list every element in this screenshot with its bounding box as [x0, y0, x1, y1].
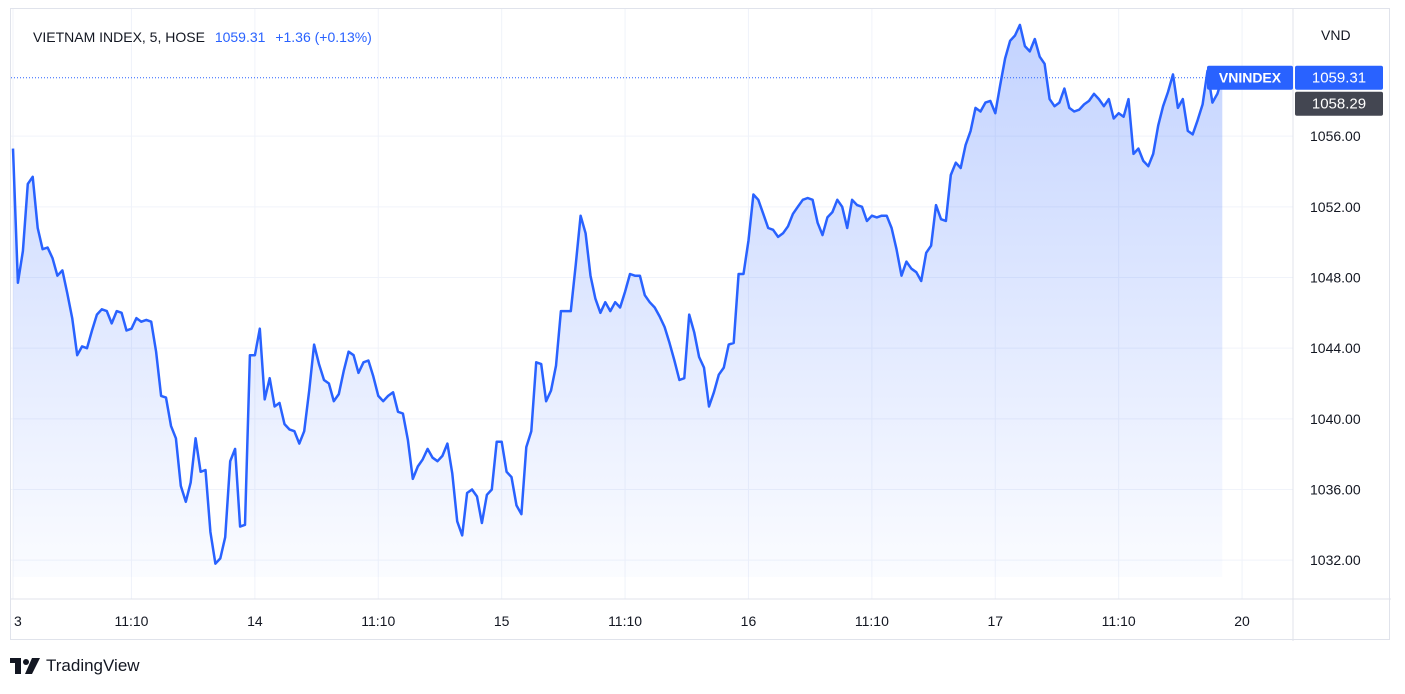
tradingview-brand[interactable]: TradingView: [10, 656, 140, 676]
axes: 1032.00 1036.00 1040.00 1044.00 1048.00 1052.…: [11, 9, 1391, 641]
y-tick-label: 1048.00: [1310, 270, 1361, 286]
last-price-tag: [1295, 65, 1383, 90]
last-price-label: 1059.31: [1312, 70, 1366, 87]
legend-last-value: 1059.31: [214, 29, 266, 45]
y-tick-label: 1040.00: [1310, 411, 1361, 427]
x-tick-label: 20: [1234, 613, 1250, 629]
series-name-label: VNINDEX: [1219, 70, 1282, 86]
y-tick-label: 1036.00: [1310, 481, 1361, 497]
y-tick-label: 1044.00: [1310, 340, 1361, 356]
x-tick-label: 11:10: [1102, 613, 1136, 629]
y-tick-label: 1052.00: [1310, 199, 1361, 215]
chart-canvas[interactable]: 1032.00 1036.00 1040.00 1044.00 1048.00 1052.…: [11, 9, 1391, 641]
y-tick-label: 1032.00: [1310, 552, 1361, 568]
x-tick-label: 16: [741, 613, 757, 629]
brand-name: TradingView: [46, 656, 140, 675]
x-tick-label: 17: [987, 613, 1003, 629]
series-name-tag: [1207, 65, 1293, 90]
prev-price-label: 1058.29: [1312, 96, 1366, 113]
y-tick-label: 1056.00: [1310, 128, 1361, 144]
x-tick-label: 15: [494, 613, 510, 629]
x-tick-label: 11:10: [855, 613, 889, 629]
area-series: [11, 23, 1293, 577]
currency-label: VND: [1321, 27, 1351, 43]
x-tick-label: 11:10: [608, 613, 642, 629]
area-fill: [13, 24, 1223, 577]
x-tick-label: 3: [14, 613, 22, 629]
chart-legend: VIETNAM INDEX, 5, HOSE 1059.31 +1.36 (+0…: [33, 29, 372, 45]
price-labels: VNINDEX 1059.31 1058.29: [1207, 65, 1383, 116]
prev-price-tag: [1295, 91, 1383, 116]
tradingview-logo-icon: [10, 658, 40, 674]
series-line: [11, 23, 1224, 565]
chart-frame[interactable]: 1032.00 1036.00 1040.00 1044.00 1048.00 1052.…: [10, 8, 1391, 641]
x-tick-label: 11:10: [114, 613, 148, 629]
legend-change: +1.36 (+0.13%): [275, 29, 372, 45]
x-tick-label: 11:10: [361, 613, 395, 629]
x-tick-label: 14: [247, 613, 263, 629]
legend-symbol: VIETNAM INDEX, 5, HOSE: [33, 29, 205, 45]
